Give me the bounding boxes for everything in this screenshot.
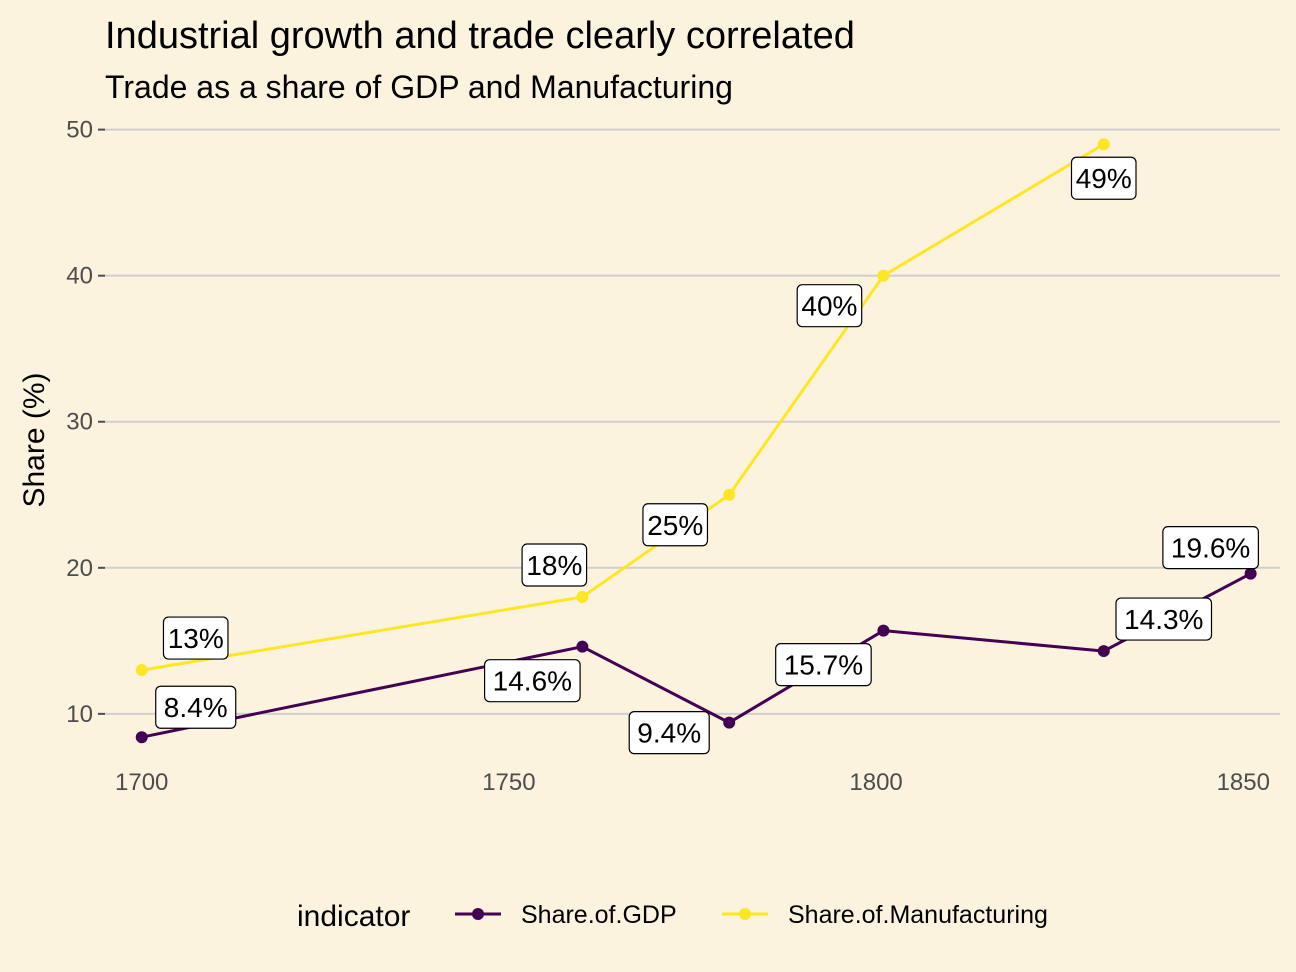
series-line-1	[141, 142, 1105, 672]
data-point	[723, 716, 736, 729]
data-label-text: 9.4%	[637, 718, 701, 749]
legend-key-point	[739, 908, 751, 920]
data-label: 19.6%	[1162, 526, 1259, 570]
legend-label: Share.of.GDP	[521, 901, 677, 929]
data-point	[877, 269, 890, 282]
data-point	[576, 640, 589, 653]
data-label: 14.6%	[483, 659, 581, 703]
data-label: 25%	[642, 503, 709, 547]
data-label-box	[521, 543, 588, 587]
data-label: 8.4%	[155, 685, 237, 729]
data-label-box	[796, 284, 863, 328]
data-point	[135, 731, 148, 744]
data-point	[723, 488, 736, 501]
data-label-text: 15.7%	[784, 650, 863, 681]
grid-layer	[105, 128, 1280, 715]
data-point	[1097, 138, 1110, 151]
data-label: 49%	[1070, 156, 1137, 200]
data-point	[135, 664, 148, 677]
data-point	[1097, 645, 1110, 658]
x-tick-label: 1800	[849, 769, 902, 796]
data-label: 9.4%	[628, 711, 710, 755]
data-label-text: 8.4%	[164, 692, 228, 723]
y-tick-label: 30	[66, 409, 93, 436]
x-tick-label: 1850	[1217, 769, 1270, 796]
data-point	[877, 624, 890, 637]
chart-title: Industrial growth and trade clearly corr…	[105, 15, 855, 57]
data-label-text: 14.3%	[1124, 604, 1203, 635]
data-label-box	[628, 711, 710, 755]
data-label: 40%	[796, 284, 863, 328]
data-label-box	[1115, 597, 1213, 641]
x-tick-label: 1700	[115, 769, 168, 796]
data-label-layer: 8.4% 14.6% 9.4% 15.7% 14.3% 19.6% 13% 18% 25% 40%…	[155, 156, 1259, 755]
data-label-text: 14.6%	[493, 666, 572, 697]
data-label-box	[155, 685, 237, 729]
axis-layer: 10 20 30 40 50 1700 1750 1800 1850	[66, 117, 1270, 796]
series-layer	[135, 138, 1257, 744]
legend-key-point	[472, 908, 484, 920]
chart-subtitle: Trade as a share of GDP and Manufacturin…	[105, 69, 733, 105]
data-label: 18%	[521, 543, 588, 587]
data-label-text: 18%	[526, 550, 582, 581]
data-label-box	[1162, 526, 1259, 570]
data-label-box	[162, 616, 229, 660]
legend-label: Share.of.Manufacturing	[788, 901, 1048, 929]
data-label-box	[1070, 156, 1137, 200]
data-label-text: 13%	[168, 623, 224, 654]
data-label: 14.3%	[1115, 597, 1213, 641]
data-label: 13%	[162, 616, 229, 660]
data-label-text: 49%	[1076, 163, 1132, 194]
y-tick-label: 50	[66, 117, 93, 144]
data-label-box	[483, 659, 581, 703]
x-tick-label: 1750	[482, 769, 535, 796]
data-label-text: 19.6%	[1171, 533, 1250, 564]
y-tick-label: 40	[66, 263, 93, 290]
y-axis-title: Share (%)	[18, 372, 51, 507]
data-label-box	[775, 643, 872, 687]
data-label-text: 40%	[801, 291, 857, 322]
data-label-text: 25%	[647, 510, 703, 541]
y-tick-label: 10	[66, 701, 93, 728]
data-point	[576, 591, 589, 604]
legend-title: indicator	[297, 900, 410, 933]
data-point	[1244, 567, 1257, 580]
data-label: 15.7%	[775, 643, 872, 687]
data-label-box	[642, 503, 709, 547]
y-tick-label: 20	[66, 555, 93, 582]
legend: indicator Share.of.GDP Share.of.Manufactu…	[297, 900, 1048, 933]
